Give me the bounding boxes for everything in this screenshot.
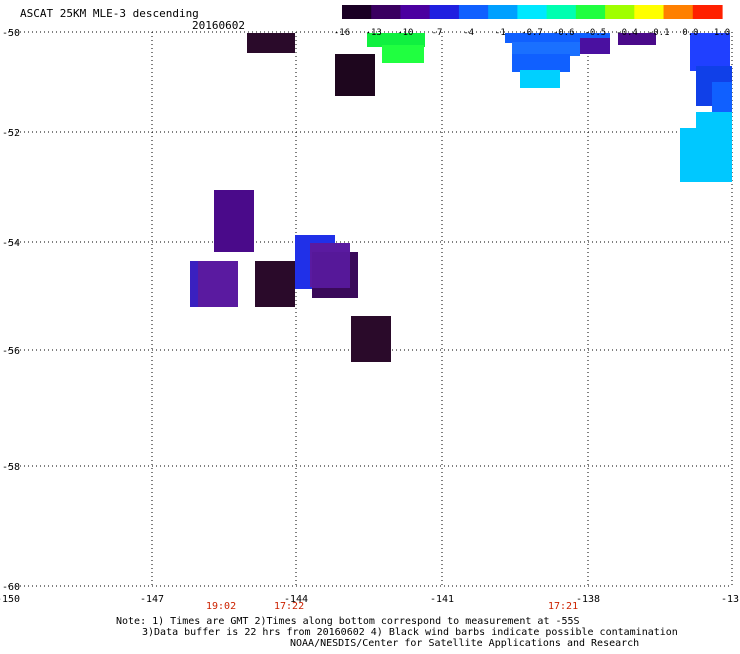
data-cell bbox=[712, 82, 732, 112]
colorbar-label: -0.7 bbox=[521, 28, 543, 38]
latitude-label: -54 bbox=[2, 238, 20, 249]
colorbar-label: -0.6 bbox=[553, 28, 575, 38]
colorbar-label: -0.4 bbox=[616, 28, 638, 38]
longitude-label: -138 bbox=[576, 594, 600, 605]
latitude-label: -58 bbox=[2, 462, 20, 473]
data-cell bbox=[696, 112, 732, 132]
data-cell bbox=[255, 261, 295, 307]
data-cell bbox=[367, 33, 425, 47]
graticule bbox=[8, 31, 733, 588]
longitude-label: -147 bbox=[140, 594, 164, 605]
colorbar-swatch bbox=[663, 5, 694, 19]
longitude-labels: -150 -147 -144 -141 -138 -13 bbox=[0, 594, 739, 605]
colorbar-label: 0.0 bbox=[682, 28, 698, 38]
colorbar-label: -0.1 bbox=[648, 28, 670, 38]
longitude-label: -141 bbox=[430, 594, 454, 605]
latitude-labels: -50 -52 -54 -56 -58 -60 bbox=[2, 28, 20, 593]
note-line-1: Note: 1) Times are GMT 2)Times along bot… bbox=[116, 616, 580, 627]
colorbar-label: -10 bbox=[397, 28, 413, 38]
colorbar: -16 -13 -10 -7 -4 -1 -0.7 -0.6 -0.5 -0.4 -0.1 0.0 1.… bbox=[334, 5, 730, 38]
note-line-3: NOAA/NESDIS/Center for Satellite Applica… bbox=[290, 638, 640, 649]
map-title: ASCAT 25KM MLE-3 descending bbox=[20, 7, 199, 20]
latitude-label: -56 bbox=[2, 346, 20, 357]
data-swaths bbox=[190, 33, 732, 362]
latitude-label: -50 bbox=[2, 28, 20, 39]
data-cell bbox=[520, 70, 560, 88]
colorbar-label: -4 bbox=[463, 28, 474, 38]
data-cell bbox=[505, 33, 610, 43]
colorbar-swatch bbox=[342, 5, 372, 19]
longitude-label: -13 bbox=[721, 594, 739, 605]
data-cell bbox=[214, 190, 254, 252]
colorbar-label: -0.5 bbox=[584, 28, 606, 38]
colorbar-swatch bbox=[400, 5, 431, 19]
colorbar-swatch bbox=[634, 5, 665, 19]
colorbar-swatch bbox=[546, 5, 577, 19]
colorbar-swatch bbox=[458, 5, 489, 19]
colorbar-label: -13 bbox=[366, 28, 382, 38]
data-cell bbox=[690, 33, 730, 71]
time-label: 19:02 bbox=[206, 601, 237, 612]
longitude-label: -144 bbox=[284, 594, 308, 605]
data-cell bbox=[580, 38, 610, 54]
data-cell bbox=[382, 45, 424, 63]
data-cell bbox=[512, 42, 580, 56]
colorbar-label: 1.0 bbox=[714, 28, 730, 38]
data-cell bbox=[680, 128, 732, 182]
time-label: 17:21 bbox=[548, 601, 579, 612]
colorbar-swatch bbox=[371, 5, 402, 19]
latitude-label: -60 bbox=[2, 582, 20, 593]
map-date: 20160602 bbox=[192, 19, 245, 32]
time-label: 17:22 bbox=[274, 601, 305, 612]
colorbar-swatch bbox=[429, 5, 460, 19]
data-cell bbox=[512, 54, 570, 72]
colorbar-label: -16 bbox=[334, 28, 350, 38]
latitude-label: -52 bbox=[2, 128, 20, 139]
data-cell bbox=[312, 252, 350, 288]
data-cell bbox=[335, 54, 375, 96]
data-cell bbox=[190, 261, 198, 307]
colorbar-swatch bbox=[488, 5, 518, 19]
colorbar-swatch bbox=[605, 5, 635, 19]
note-line-2: 3)Data buffer is 22 hrs from 20160602 4)… bbox=[142, 627, 678, 638]
colorbar-swatch bbox=[575, 5, 606, 19]
colorbar-swatch bbox=[692, 5, 723, 19]
longitude-label: -150 bbox=[0, 594, 20, 605]
data-cell bbox=[618, 33, 656, 45]
colorbar-label: -1 bbox=[495, 28, 506, 38]
colorbar-swatch bbox=[517, 5, 548, 19]
colorbar-label: -7 bbox=[432, 28, 443, 38]
data-cell bbox=[351, 316, 391, 362]
data-cell bbox=[247, 33, 295, 53]
